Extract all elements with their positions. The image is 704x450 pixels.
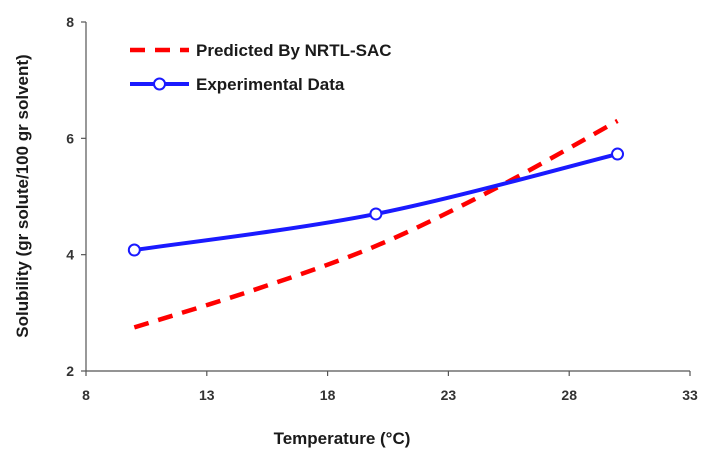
- x-tick-label: 23: [441, 387, 457, 403]
- y-tick-label: 2: [66, 363, 74, 379]
- x-axis-title: Temperature (°C): [274, 429, 411, 448]
- x-tick-label: 33: [682, 387, 698, 403]
- ticks: 2 4 6 8 8 13 18 23 28 33: [66, 14, 698, 403]
- y-axis-title: Solubility (gr solute/100 gr solvent): [13, 54, 32, 337]
- x-tick-label: 13: [199, 387, 215, 403]
- axes: [85, 22, 690, 372]
- legend: Predicted By NRTL-SAC Experimental Data: [130, 41, 392, 94]
- legend-label: Experimental Data: [196, 75, 345, 94]
- experimental-data-point: [611, 147, 625, 161]
- y-tick-label: 6: [66, 130, 74, 146]
- legend-label: Predicted By NRTL-SAC: [196, 41, 392, 60]
- x-tick-label: 28: [561, 387, 577, 403]
- x-tick-label: 8: [82, 387, 90, 403]
- experimental-data-point: [369, 207, 383, 221]
- experimental-series-line: [134, 152, 619, 252]
- y-tick-label: 8: [66, 14, 74, 30]
- x-tick-label: 18: [320, 387, 336, 403]
- experimental-data-point: [127, 243, 141, 257]
- y-tick-label: 4: [66, 247, 74, 263]
- predicted-series-line: [133, 118, 619, 330]
- legend-swatch-marker: [153, 77, 166, 91]
- series: [127, 118, 625, 330]
